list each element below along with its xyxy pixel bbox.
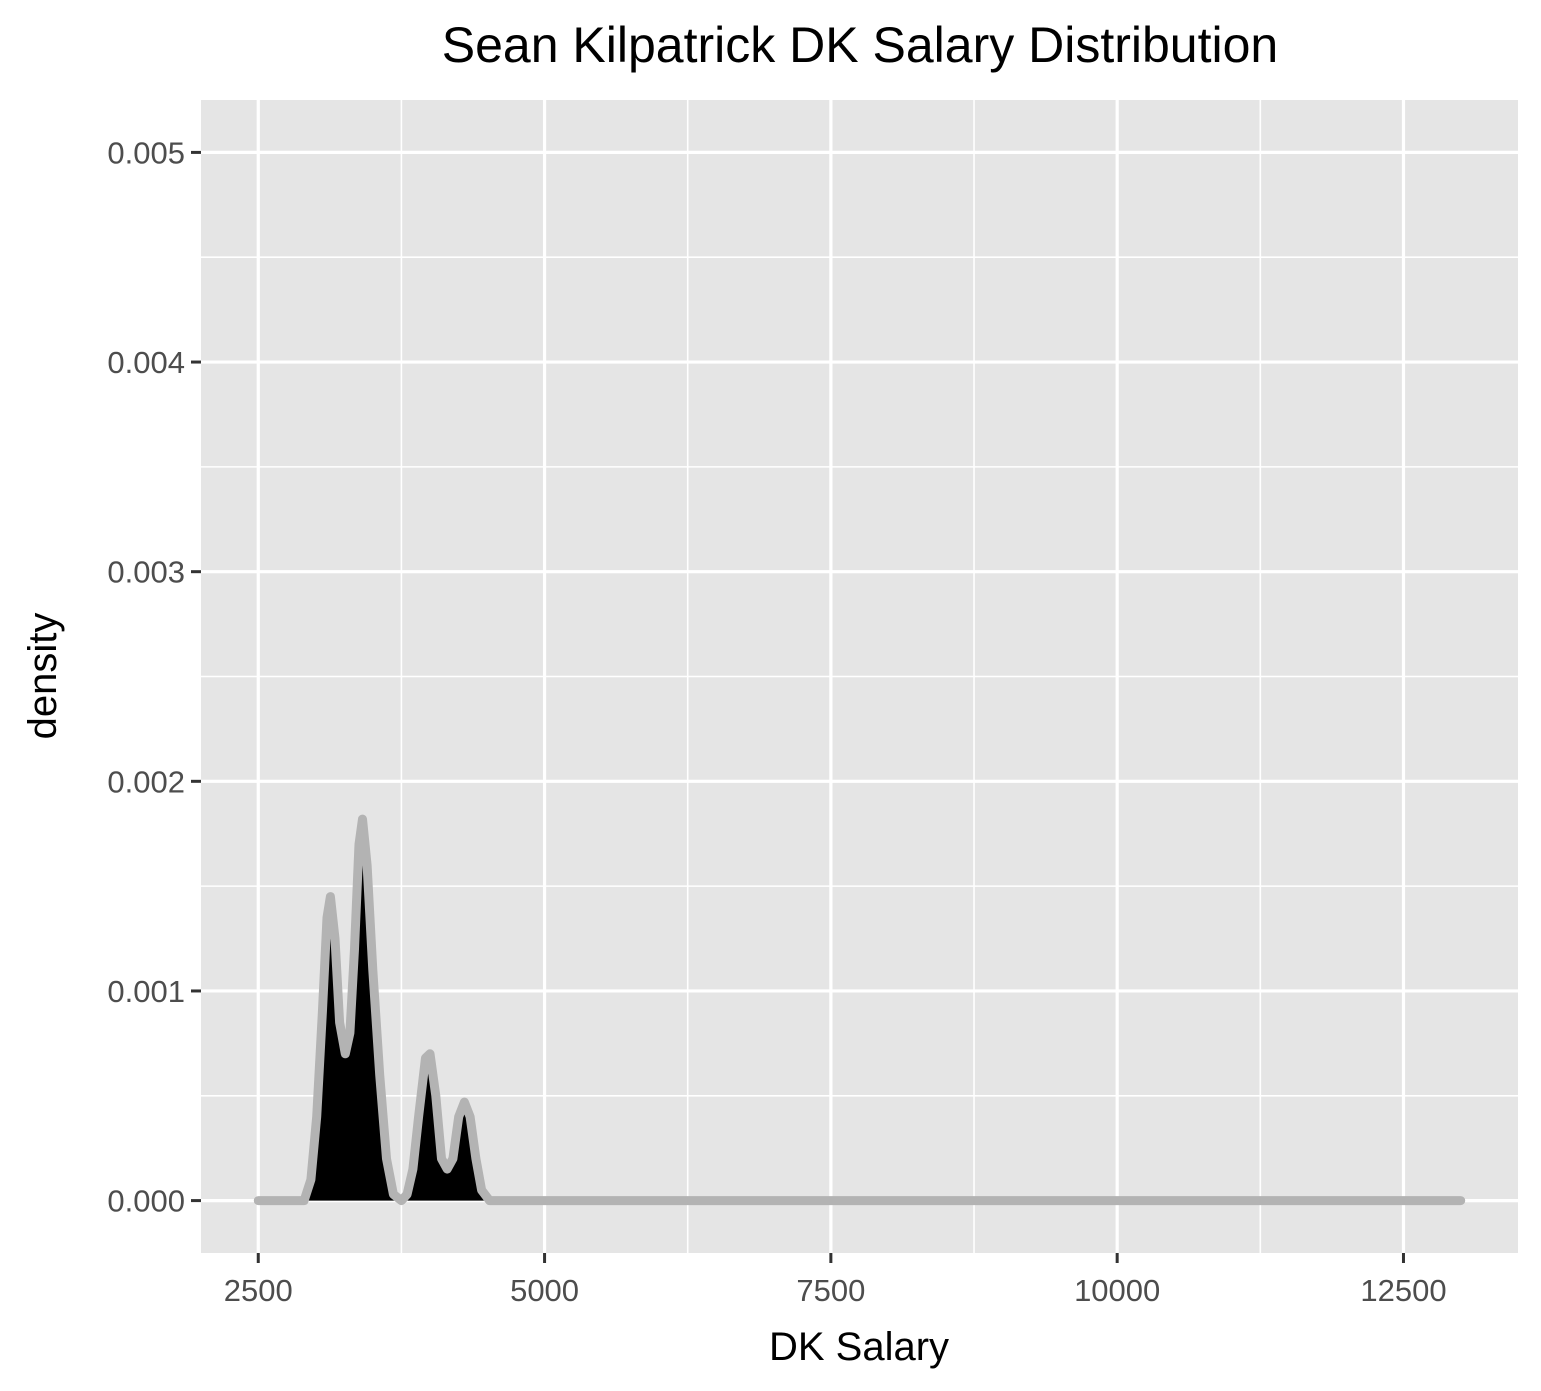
y-tick-label: 0.001 [107, 974, 185, 1009]
y-axis-title: density [21, 613, 65, 740]
y-axis: 0.000 0.001 0.002 0.003 0.004 0.005 [107, 135, 201, 1219]
y-tick-label: 0.002 [107, 764, 185, 799]
x-axis: 2500 5000 7500 10000 12500 [224, 1253, 1447, 1308]
density-outline [253, 814, 1466, 1206]
density-layer [253, 814, 1466, 1206]
minor-gridlines [201, 100, 1518, 1253]
x-tick-label: 10000 [1074, 1273, 1160, 1308]
y-tick-label: 0.003 [107, 555, 185, 590]
x-axis-title: DK Salary [769, 1325, 949, 1369]
y-tick-label: 0.000 [107, 1184, 185, 1219]
density-area [258, 819, 1461, 1201]
y-tick-label: 0.004 [107, 345, 185, 380]
x-tick-label: 7500 [796, 1273, 865, 1308]
x-tick-label: 2500 [224, 1273, 293, 1308]
x-tick-label: 5000 [510, 1273, 579, 1308]
x-tick-label: 12500 [1360, 1273, 1446, 1308]
chart-title: Sean Kilpatrick DK Salary Distribution [442, 17, 1278, 73]
y-tick-label: 0.005 [107, 135, 185, 170]
